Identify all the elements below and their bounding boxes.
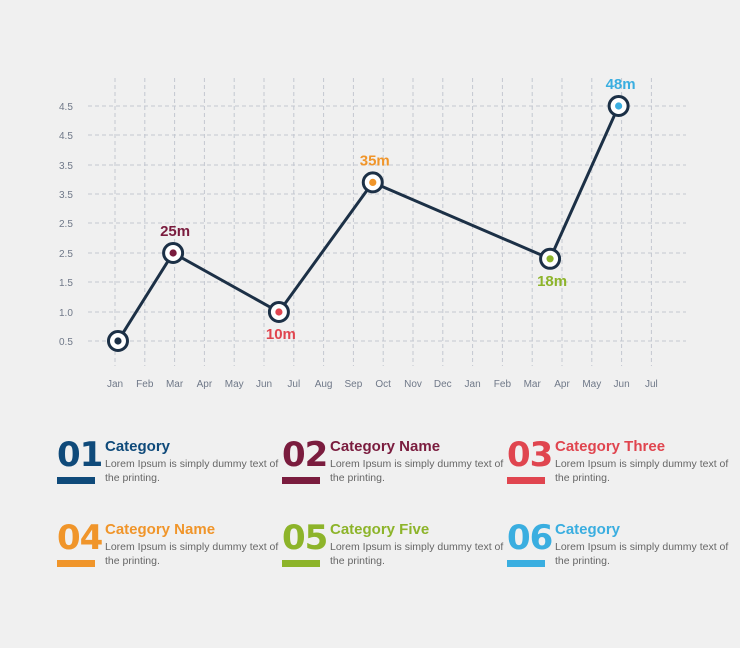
x-tick-label: Mar — [166, 379, 184, 390]
x-tick-label: Jul — [645, 379, 658, 390]
y-tick-label: 4.5 — [59, 131, 73, 142]
legend-color-bar — [282, 560, 320, 567]
legend-number: 01 — [57, 435, 103, 475]
data-point-dot — [546, 255, 554, 263]
x-tick-label: May — [582, 379, 601, 390]
data-label: 35m — [360, 152, 390, 169]
legend-color-bar — [282, 477, 320, 484]
legend-number: 03 — [507, 435, 553, 475]
line-chart: 4.5 4.5 3.5 3.5 2.5 2.5 1.5 1.0 0.5 Jan Feb Mar Apr… — [59, 76, 686, 390]
legend-item-3: 03 Category Three Lorem Ipsum is simply … — [507, 435, 729, 508]
legend-description: Lorem Ipsum is simply dummy text of the … — [105, 458, 279, 484]
legend-title: Category Three — [555, 438, 666, 455]
chart-series: 25m 10m 35m 18m 48m — [106, 76, 636, 352]
x-tick-label: Feb — [136, 379, 154, 390]
legend-description: Lorem Ipsum is simply dummy text of the … — [330, 541, 504, 567]
legend-description: Lorem Ipsum is simply dummy text of the … — [330, 458, 504, 484]
x-tick-label: Aug — [315, 379, 333, 390]
y-tick-label: 1.5 — [59, 278, 73, 289]
legend-number: 06 — [507, 518, 553, 558]
legend-title: Category Name — [330, 438, 441, 455]
x-tick-label: Apr — [554, 379, 570, 390]
y-tick-label: 2.5 — [59, 219, 73, 230]
x-tick-label: Mar — [524, 379, 542, 390]
series-line — [116, 105, 620, 342]
data-label: 10m — [266, 326, 296, 343]
data-label: 25m — [160, 223, 190, 240]
legend-title: Category — [105, 438, 171, 455]
y-tick-label: 2.5 — [59, 249, 73, 260]
x-tick-label: Dec — [434, 379, 452, 390]
data-point-dot — [275, 308, 283, 316]
x-tick-label: Sep — [345, 379, 363, 390]
legend-description: Lorem Ipsum is simply dummy text of the … — [555, 458, 729, 484]
x-tick-label: Nov — [404, 379, 422, 390]
data-label: 18m — [537, 273, 567, 290]
y-tick-label: 3.5 — [59, 190, 73, 201]
x-tick-label: Jul — [287, 379, 300, 390]
legend-number: 05 — [282, 518, 328, 558]
legend-item-2: 02 Category Name Lorem Ipsum is simply d… — [282, 435, 504, 508]
x-tick-label: Jun — [614, 379, 630, 390]
x-tick-label: Jan — [107, 379, 123, 390]
legend-color-bar — [57, 560, 95, 567]
data-point-dot — [369, 178, 377, 186]
data-point-dot — [114, 337, 122, 345]
y-axis-ticks: 4.5 4.5 3.5 3.5 2.5 2.5 1.5 1.0 0.5 — [59, 102, 73, 348]
legend-item-5: 05 Category Five Lorem Ipsum is simply d… — [282, 518, 504, 591]
legend-color-bar — [57, 477, 95, 484]
data-label: 48m — [606, 76, 636, 93]
legend-item-4: 04 Category Name Lorem Ipsum is simply d… — [57, 518, 279, 591]
chart-grid — [88, 78, 686, 366]
y-tick-label: 1.0 — [59, 308, 73, 319]
data-point-dot — [615, 102, 623, 110]
legend-number: 04 — [57, 518, 103, 558]
x-axis-ticks: Jan Feb Mar Apr May Jun Jul Aug Sep Oct Nov Dec Jan F… — [107, 379, 658, 390]
legend-title: Category Name — [105, 521, 216, 538]
x-tick-label: May — [225, 379, 244, 390]
y-tick-label: 0.5 — [59, 337, 73, 348]
y-tick-label: 4.5 — [59, 102, 73, 113]
legend-number: 02 — [282, 435, 328, 475]
legend-item-6: 06 Category Lorem Ipsum is simply dummy … — [507, 518, 729, 591]
x-tick-label: Jan — [465, 379, 481, 390]
legend-color-bar — [507, 477, 545, 484]
x-tick-label: Jun — [256, 379, 272, 390]
y-tick-label: 3.5 — [59, 161, 73, 172]
legend-description: Lorem Ipsum is simply dummy text of the … — [105, 541, 279, 567]
legend-title: Category Five — [330, 521, 430, 538]
legend-item-1: 01 Category Lorem Ipsum is simply dummy … — [57, 435, 279, 508]
x-tick-label: Oct — [375, 379, 391, 390]
legend-title: Category — [555, 521, 621, 538]
x-tick-label: Feb — [494, 379, 512, 390]
legend-color-bar — [507, 560, 545, 567]
data-point-dot — [169, 249, 177, 257]
legend-description: Lorem Ipsum is simply dummy text of the … — [555, 541, 729, 567]
x-tick-label: Apr — [197, 379, 213, 390]
